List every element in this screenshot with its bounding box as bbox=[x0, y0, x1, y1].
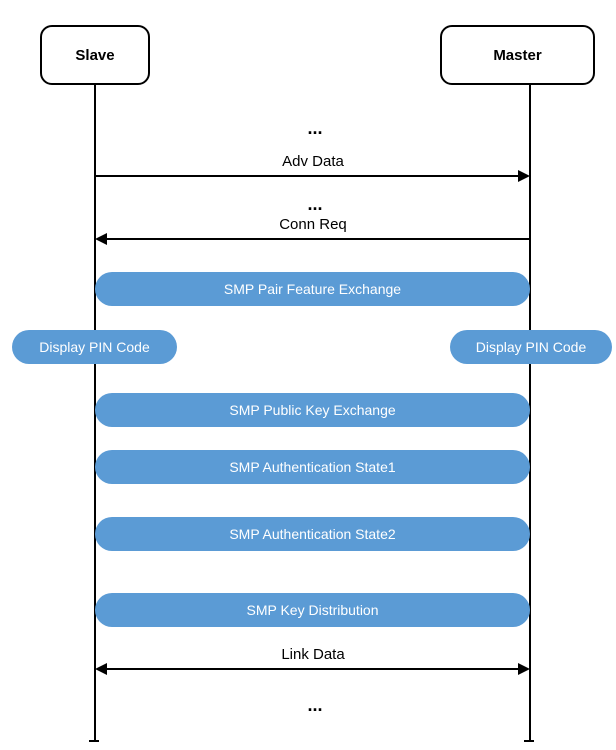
lifeline-slave-end bbox=[89, 740, 99, 742]
arrow-conn-req-head bbox=[95, 233, 107, 245]
bar-smp-pair-feature: SMP Pair Feature Exchange bbox=[95, 272, 530, 306]
arrow-link-data-head-right bbox=[518, 663, 530, 675]
arrow-conn-req bbox=[107, 238, 531, 240]
bar-smp-key-dist: SMP Key Distribution bbox=[95, 593, 530, 627]
bar-display-pin-slave: Display PIN Code bbox=[12, 330, 177, 364]
ellipsis-3: ... bbox=[295, 695, 335, 716]
bar-smp-auth-1-label: SMP Authentication State1 bbox=[229, 459, 395, 475]
bar-display-pin-slave-label: Display PIN Code bbox=[39, 339, 150, 355]
arrow-link-data bbox=[107, 668, 519, 670]
bar-smp-auth-2-label: SMP Authentication State2 bbox=[229, 526, 395, 542]
bar-smp-public-key-label: SMP Public Key Exchange bbox=[229, 402, 395, 418]
ellipsis-1: ... bbox=[295, 118, 335, 139]
bar-smp-public-key: SMP Public Key Exchange bbox=[95, 393, 530, 427]
bar-display-pin-master-label: Display PIN Code bbox=[476, 339, 587, 355]
bar-smp-pair-feature-label: SMP Pair Feature Exchange bbox=[224, 281, 401, 297]
lifeline-master-end bbox=[524, 740, 534, 742]
actor-slave-label: Slave bbox=[75, 47, 114, 64]
bar-smp-auth-2: SMP Authentication State2 bbox=[95, 517, 530, 551]
msg-link-data-label: Link Data bbox=[213, 646, 413, 663]
bar-smp-key-dist-label: SMP Key Distribution bbox=[246, 602, 378, 618]
arrow-link-data-head-left bbox=[95, 663, 107, 675]
ellipsis-2: ... bbox=[295, 194, 335, 215]
actor-master-label: Master bbox=[493, 47, 541, 64]
actor-master: Master bbox=[440, 25, 595, 85]
arrow-adv-data-head bbox=[518, 170, 530, 182]
bar-display-pin-master: Display PIN Code bbox=[450, 330, 612, 364]
actor-slave: Slave bbox=[40, 25, 150, 85]
msg-adv-data-label: Adv Data bbox=[213, 153, 413, 170]
msg-conn-req-label: Conn Req bbox=[213, 216, 413, 233]
arrow-adv-data bbox=[95, 175, 519, 177]
bar-smp-auth-1: SMP Authentication State1 bbox=[95, 450, 530, 484]
